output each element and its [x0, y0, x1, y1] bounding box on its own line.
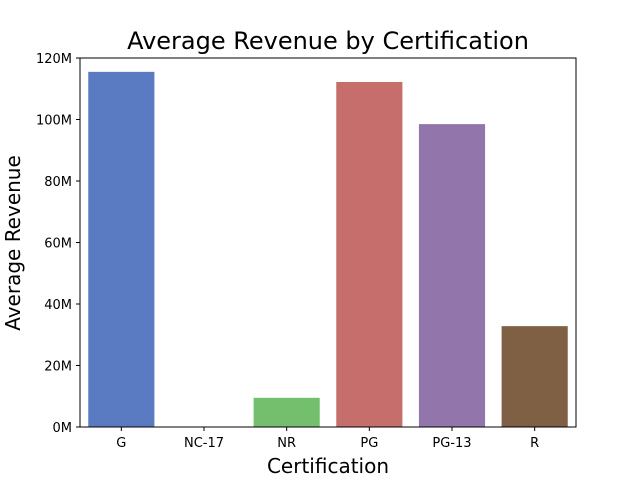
- y-tick-label: 60M: [44, 237, 72, 252]
- y-tick-label: 120M: [36, 52, 72, 67]
- x-tick-label: G: [116, 436, 126, 451]
- x-axis-ticks: G NC-17 NR PG PG-13 R: [116, 427, 539, 451]
- y-tick-label: 40M: [44, 298, 72, 313]
- bars-group: [88, 71, 568, 428]
- bar-pg: [336, 81, 403, 428]
- bar-pg-13: [418, 124, 486, 428]
- plot-frame: [79, 57, 577, 428]
- y-tick-label: 100M: [36, 114, 72, 129]
- x-tick-label: PG: [360, 436, 378, 451]
- y-axis-label: Average Revenue: [1, 155, 25, 331]
- y-tick-label: 20M: [44, 360, 72, 375]
- bar-r: [501, 326, 568, 427]
- x-axis-label: Certification: [267, 454, 389, 478]
- x-tick-label: R: [530, 436, 539, 451]
- x-tick-label: NR: [277, 436, 296, 451]
- x-tick-label: PG-13: [432, 436, 471, 451]
- bar-nr: [253, 397, 320, 427]
- y-tick-label: 80M: [44, 175, 72, 190]
- y-tick-label: 0M: [53, 421, 73, 436]
- chart-title: Average Revenue by Certification: [127, 27, 529, 55]
- y-axis-ticks: 0M 20M 40M 60M 80M 100M 120M: [36, 52, 80, 436]
- bar-g: [88, 71, 155, 428]
- x-tick-label: NC-17: [184, 436, 224, 451]
